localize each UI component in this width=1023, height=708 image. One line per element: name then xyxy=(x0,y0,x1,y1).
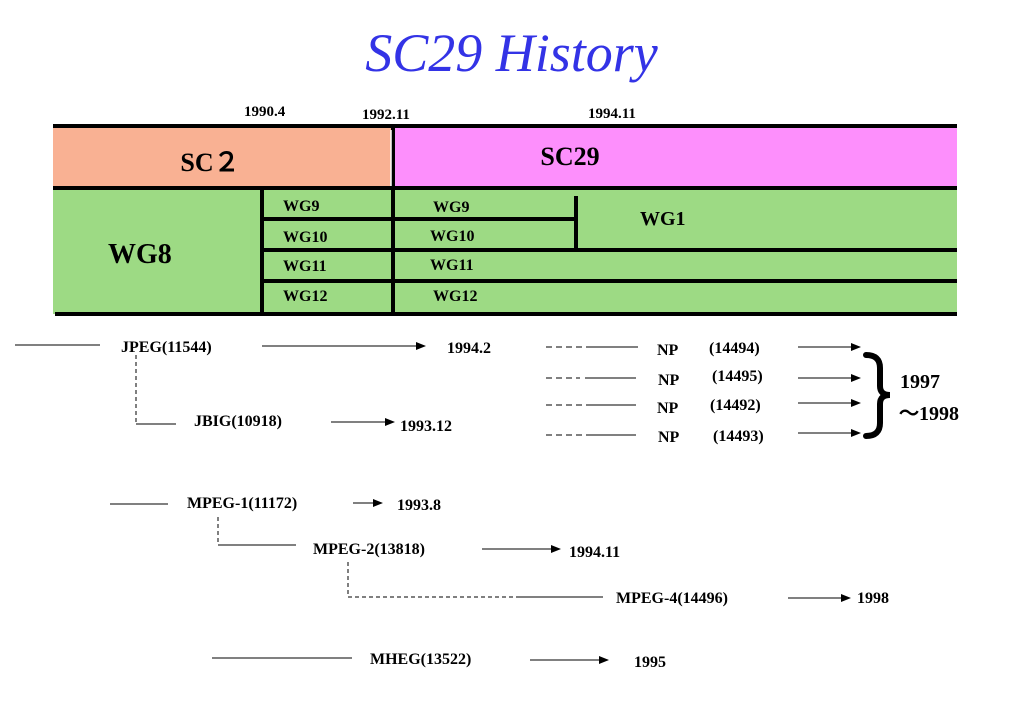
np-code: (14493) xyxy=(713,428,764,445)
wg9-left: WG9 xyxy=(283,198,320,215)
np-code: (14492) xyxy=(710,397,761,414)
year-1994-11: 1994.11 xyxy=(588,106,636,122)
sc2-label: SC２ xyxy=(180,148,240,177)
mpeg4-date: 1998 xyxy=(857,590,889,607)
wg-grid-lines xyxy=(53,124,957,316)
mheg-label: MHEG(13522) xyxy=(370,651,472,668)
sc2-bar xyxy=(53,126,391,188)
np-brace xyxy=(863,352,891,439)
mpeg4-label: MPEG-4(14496) xyxy=(616,590,728,607)
jbig-label: JBIG(10918) xyxy=(194,413,282,430)
wg11-right: WG11 xyxy=(430,257,474,274)
np-code: (14494) xyxy=(709,340,760,357)
np-label: NP xyxy=(657,400,679,417)
mpeg2-label: MPEG-2(13818) xyxy=(313,541,425,558)
wg10-right: WG10 xyxy=(430,228,475,245)
jbig-date: 1993.12 xyxy=(400,418,452,435)
year-1992-11: 1992.11 xyxy=(362,107,410,123)
sc29-label: SC29 xyxy=(540,142,600,171)
mheg-date: 1995 xyxy=(634,654,666,671)
np-range-start: 1997 xyxy=(900,371,940,393)
year-1990-4: 1990.4 xyxy=(244,104,286,120)
np-label: NP xyxy=(658,372,680,389)
wg1-label: WG1 xyxy=(640,208,686,230)
np-code: (14495) xyxy=(712,368,763,385)
wg12-right: WG12 xyxy=(433,288,478,305)
np-range-end: ～1998 xyxy=(899,403,959,425)
np-label: NP xyxy=(657,342,679,359)
wg8-label: WG8 xyxy=(108,239,172,270)
page-title: SC29 History xyxy=(365,23,658,83)
wg9-right: WG9 xyxy=(433,199,470,216)
mpeg2-date: 1994.11 xyxy=(569,544,621,561)
jpeg-date: 1994.2 xyxy=(447,340,491,357)
mpeg1-date: 1993.8 xyxy=(397,497,441,514)
mpeg1-label: MPEG-1(11172) xyxy=(187,495,298,512)
jpeg-label: JPEG(11544) xyxy=(121,339,212,356)
np-label: NP xyxy=(658,429,680,446)
wg12-left: WG12 xyxy=(283,288,328,305)
wg11-left: WG11 xyxy=(283,258,327,275)
sc29-bar xyxy=(391,126,957,188)
wg10-left: WG10 xyxy=(283,229,328,246)
np-lines xyxy=(546,343,861,437)
